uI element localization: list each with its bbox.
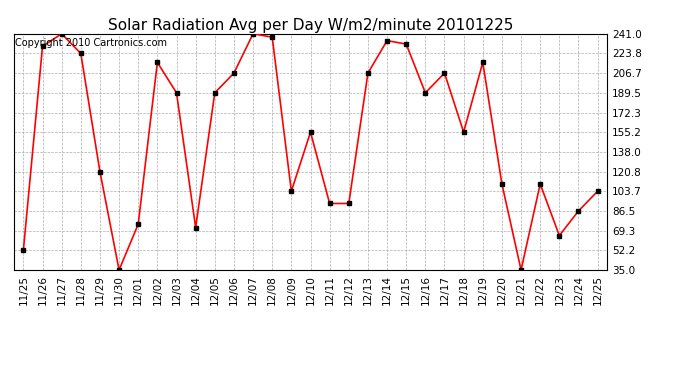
- Title: Solar Radiation Avg per Day W/m2/minute 20101225: Solar Radiation Avg per Day W/m2/minute …: [108, 18, 513, 33]
- Text: Copyright 2010 Cartronics.com: Copyright 2010 Cartronics.com: [15, 39, 167, 48]
